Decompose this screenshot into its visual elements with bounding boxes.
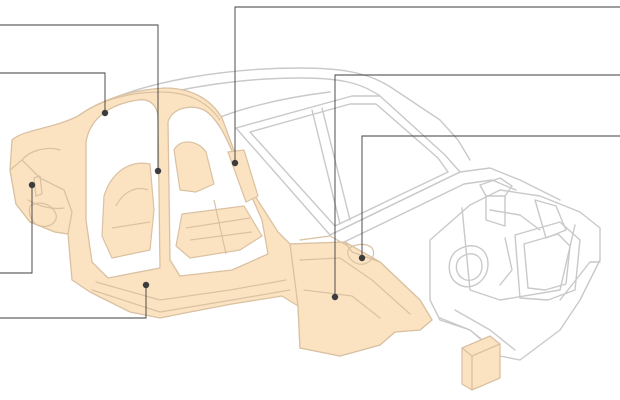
front-strut-cap xyxy=(479,177,513,197)
rear-quarter-contour xyxy=(21,147,65,210)
roof-rail-line xyxy=(77,91,221,121)
callout-dot-rear-quarter-panel[interactable] xyxy=(28,181,36,189)
rear-quarter-slot xyxy=(33,175,43,197)
windshield-inner xyxy=(249,103,449,227)
leader-a-pillar-upper xyxy=(234,6,620,163)
leader-rear-quarter-panel xyxy=(0,185,33,274)
leader-rear-quarter-outer xyxy=(0,24,159,171)
bumper-stub-face xyxy=(461,343,501,391)
front-member-contour xyxy=(299,257,411,319)
leader-front-side-member xyxy=(334,74,620,297)
leader-lines xyxy=(0,6,620,319)
front-cross-member xyxy=(461,207,576,301)
bumper-stub xyxy=(461,335,501,391)
front-seat-back xyxy=(173,141,215,193)
front-apron-right xyxy=(534,199,567,239)
roof-outline xyxy=(99,67,471,161)
radiator-support xyxy=(514,221,581,301)
rear-seat-detail xyxy=(111,187,151,229)
dash-bracket xyxy=(299,235,349,247)
front-side-member-panel xyxy=(289,241,433,357)
callout-dot-rear-quarter-outer[interactable] xyxy=(154,167,162,175)
leader-front-strut-tower xyxy=(361,135,620,258)
sill-line-lower xyxy=(95,279,287,301)
outline-structure xyxy=(99,67,601,361)
sill-line xyxy=(91,289,291,313)
callout-dot-front-side-member[interactable] xyxy=(331,293,339,301)
callout-dot-a-pillar-upper[interactable] xyxy=(231,159,239,167)
headlamp-opening-inner xyxy=(455,253,483,282)
front-frame-outline xyxy=(429,189,601,361)
cowl-outline xyxy=(329,167,561,236)
side-structure-lines xyxy=(21,91,411,319)
front-strut-body xyxy=(485,195,506,227)
callout-dot-front-strut-tower[interactable] xyxy=(358,254,366,262)
interior-details xyxy=(101,141,263,259)
front-floor-rails xyxy=(185,199,253,255)
callout-dot-side-sill[interactable] xyxy=(142,281,150,289)
callout-dot-roof-side-rail[interactable] xyxy=(101,109,109,117)
radiator-support-inner xyxy=(523,233,571,291)
cowl-inner xyxy=(339,179,517,245)
callout-dots xyxy=(28,109,366,301)
headlamp-opening xyxy=(448,245,489,288)
rear-seat-frame xyxy=(101,162,155,259)
leader-side-sill xyxy=(0,285,147,319)
front-frame-detail xyxy=(489,209,601,301)
rear-quarter-bump xyxy=(28,202,57,227)
leader-roof-side-rail xyxy=(0,72,106,113)
strut-mount xyxy=(347,243,375,265)
